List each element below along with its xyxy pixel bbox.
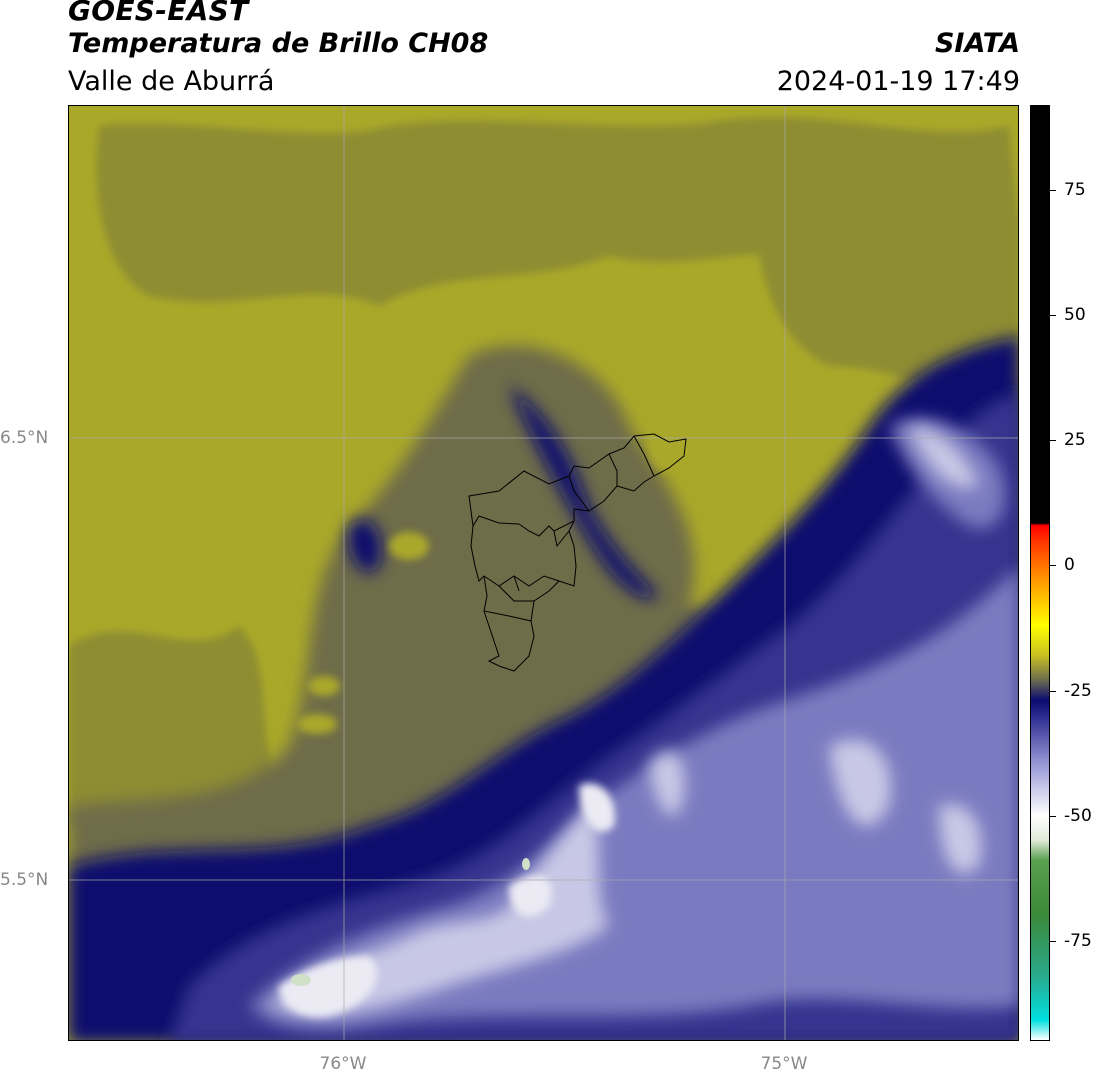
lat-label-5-5n: 5.5°N bbox=[0, 870, 49, 890]
product-title: Temperatura de Brillo CH08 bbox=[68, 28, 489, 59]
colorbar-tick-label: 75 bbox=[1064, 180, 1086, 201]
colorbar-tick bbox=[1050, 315, 1056, 317]
colorbar-tick-label: 25 bbox=[1064, 430, 1086, 451]
colorbar-tick bbox=[1050, 565, 1056, 567]
temperature-colorbar bbox=[1030, 105, 1050, 1041]
colorbar-tick bbox=[1050, 690, 1056, 692]
agency-label: SIATA bbox=[934, 28, 1020, 59]
colorbar-tick-label: -75 bbox=[1064, 930, 1092, 951]
colorbar-tick bbox=[1050, 940, 1056, 942]
colorbar-tick bbox=[1050, 190, 1056, 192]
timestamp-label: 2024-01-19 17:49 bbox=[776, 66, 1020, 97]
lon-label-75w: 75°W bbox=[760, 1054, 808, 1074]
satellite-map[interactable] bbox=[68, 105, 1019, 1041]
pale-green-spots bbox=[291, 858, 530, 986]
graticule bbox=[69, 106, 1018, 1040]
coldest-tops bbox=[279, 783, 615, 1017]
region-label: Valle de Aburrá bbox=[68, 66, 275, 97]
lon-label-76w: 76°W bbox=[319, 1054, 367, 1074]
brightness-temperature-field bbox=[69, 106, 1018, 1040]
colorbar-tick-label: 0 bbox=[1064, 555, 1075, 576]
satellite-title: GOES-EAST bbox=[68, 0, 249, 27]
municipal-boundaries bbox=[468, 433, 687, 672]
olive-patches bbox=[69, 117, 1018, 826]
lat-label-6-5n: 6.5°N bbox=[0, 428, 49, 448]
colorbar-tick-label: 50 bbox=[1064, 305, 1086, 326]
colorbar-tick-label: -50 bbox=[1064, 805, 1092, 826]
colorbar-tick bbox=[1050, 440, 1056, 442]
warm-pockets bbox=[297, 421, 689, 734]
colorbar-tick bbox=[1050, 815, 1056, 817]
colorbar-tick-label: -25 bbox=[1064, 680, 1092, 701]
